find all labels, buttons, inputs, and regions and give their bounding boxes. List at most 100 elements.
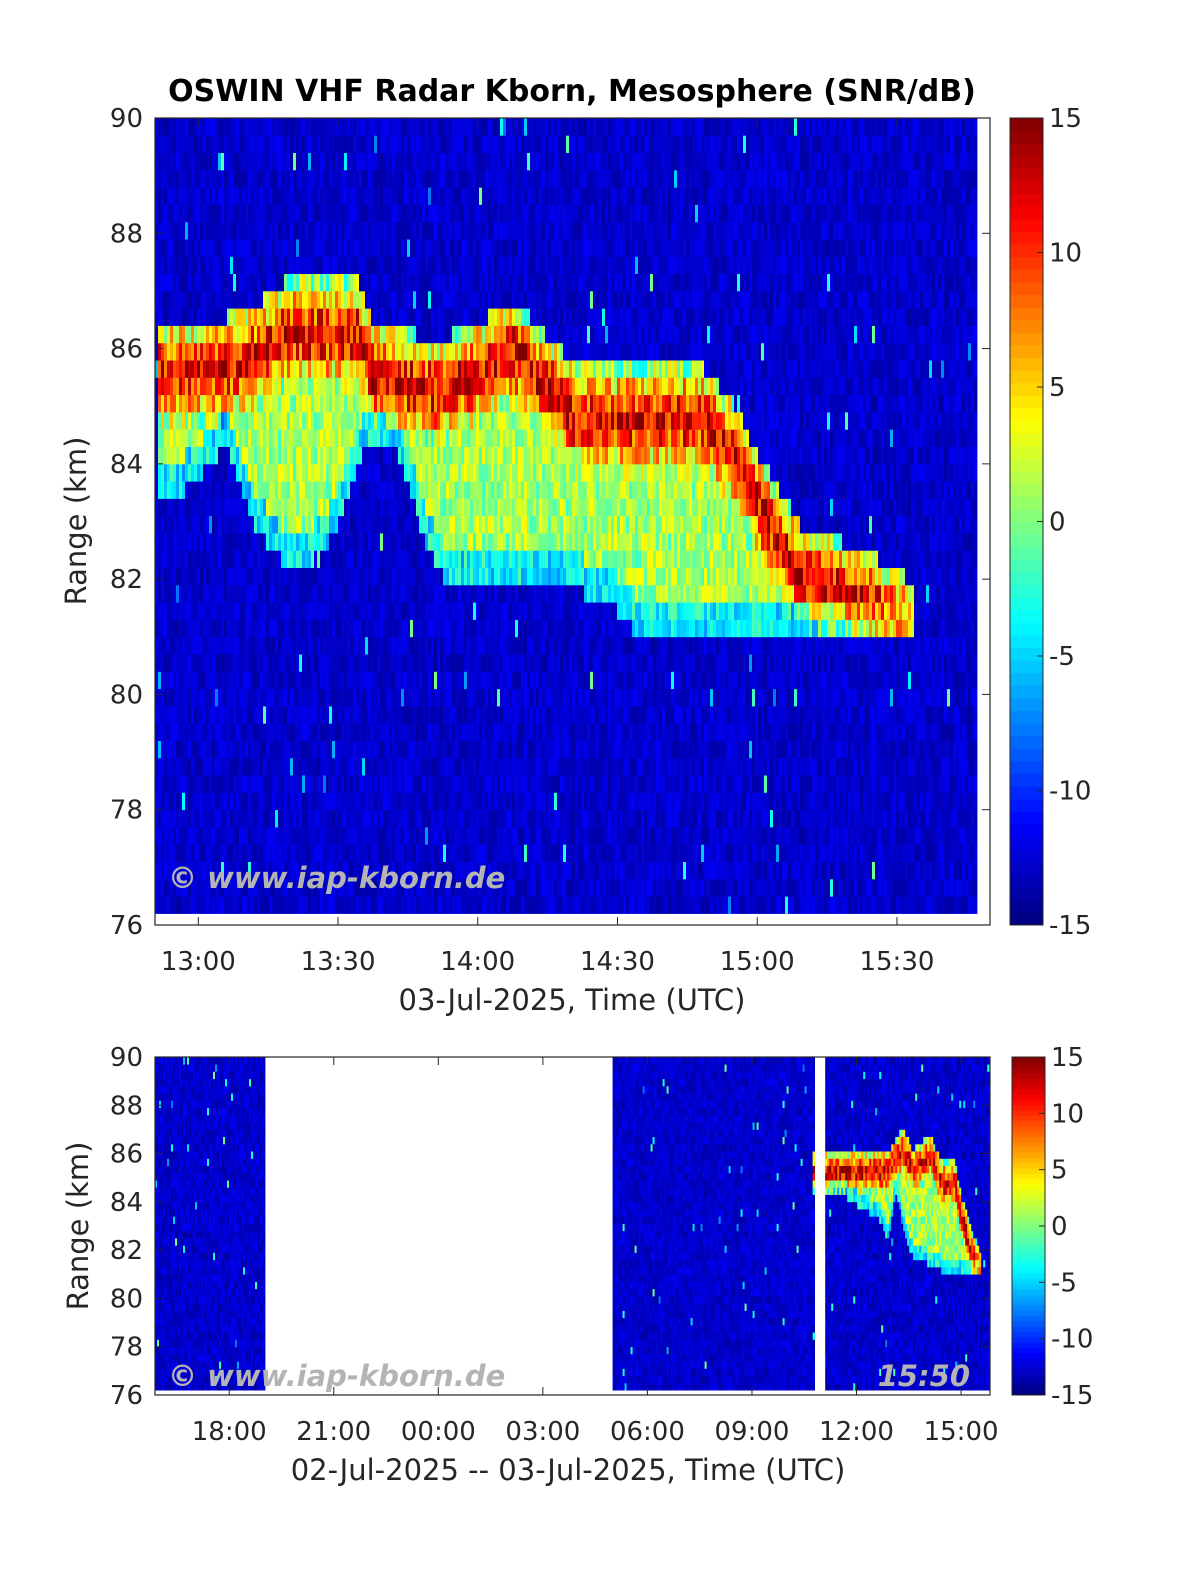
heatmap-cell bbox=[308, 498, 312, 517]
heatmap-cell bbox=[455, 463, 459, 482]
heatmap-cell bbox=[368, 827, 372, 845]
heatmap-cell bbox=[371, 239, 375, 257]
heatmap-cell bbox=[164, 152, 168, 171]
heatmap-cell bbox=[428, 325, 432, 344]
heatmap-cell bbox=[245, 256, 249, 274]
heatmap-cell bbox=[410, 723, 414, 741]
heatmap-cell bbox=[359, 602, 363, 620]
heatmap-cell bbox=[299, 706, 303, 724]
heatmap-cell bbox=[464, 412, 468, 430]
heatmap-cell bbox=[407, 706, 411, 724]
heatmap-cell bbox=[263, 152, 267, 171]
heatmap-cell bbox=[371, 602, 375, 620]
heatmap-cell bbox=[404, 342, 408, 361]
heatmap-cell bbox=[323, 152, 327, 171]
heatmap-cell bbox=[431, 325, 435, 344]
heatmap-cell bbox=[347, 429, 351, 447]
heatmap-cell bbox=[251, 273, 255, 292]
heatmap-cell bbox=[353, 481, 357, 499]
heatmap-cell bbox=[224, 878, 228, 897]
heatmap-cell bbox=[293, 740, 297, 759]
heatmap-cell bbox=[407, 533, 411, 551]
heatmap-cell bbox=[293, 533, 297, 551]
heatmap-cell bbox=[455, 602, 459, 620]
heatmap-cell bbox=[317, 118, 321, 136]
heatmap-cell bbox=[224, 827, 228, 845]
heatmap-cell bbox=[158, 636, 162, 655]
heatmap-cell bbox=[227, 515, 231, 534]
heatmap-cell bbox=[428, 187, 432, 205]
heatmap-cell bbox=[461, 187, 465, 205]
heatmap-cell bbox=[392, 619, 396, 638]
heatmap-cell bbox=[269, 896, 273, 914]
heatmap-cell bbox=[185, 446, 189, 465]
heatmap-cell bbox=[176, 757, 180, 776]
heatmap-cell bbox=[404, 256, 408, 274]
heatmap-cell bbox=[215, 221, 219, 240]
heatmap-cell bbox=[197, 204, 201, 223]
heatmap-cell bbox=[407, 498, 411, 517]
heatmap-cell bbox=[449, 221, 453, 240]
heatmap-cell bbox=[458, 360, 462, 378]
heatmap-cell bbox=[248, 463, 252, 482]
heatmap-cell bbox=[275, 809, 279, 828]
heatmap-cell bbox=[398, 584, 402, 603]
heatmap-cell bbox=[176, 896, 180, 914]
heatmap-cell bbox=[206, 169, 210, 188]
heatmap-cell bbox=[317, 221, 321, 240]
heatmap-cell bbox=[428, 204, 432, 223]
heatmap-cell bbox=[437, 740, 441, 759]
heatmap-cell bbox=[161, 169, 165, 188]
heatmap-cell bbox=[272, 844, 276, 862]
heatmap-cell bbox=[386, 152, 390, 171]
heatmap-cell bbox=[221, 308, 225, 326]
heatmap-cell bbox=[242, 204, 246, 223]
heatmap-cell bbox=[374, 775, 378, 793]
heatmap-cell bbox=[182, 152, 186, 171]
heatmap-cell bbox=[311, 740, 315, 759]
heatmap-cell bbox=[431, 256, 435, 274]
heatmap-cell bbox=[212, 463, 216, 482]
heatmap-cell bbox=[224, 792, 228, 811]
heatmap-cell bbox=[242, 290, 246, 309]
heatmap-cell bbox=[197, 325, 201, 344]
heatmap-cell bbox=[371, 290, 375, 309]
heatmap-cell bbox=[227, 412, 231, 430]
heatmap-cell bbox=[221, 878, 225, 897]
heatmap-cell bbox=[263, 688, 267, 707]
heatmap-cell bbox=[260, 896, 264, 914]
heatmap-cell bbox=[305, 861, 309, 880]
heatmap-cell bbox=[404, 775, 408, 793]
heatmap-cell bbox=[326, 135, 330, 153]
heatmap-cell bbox=[233, 169, 237, 188]
heatmap-cell bbox=[458, 290, 462, 309]
heatmap-cell bbox=[455, 706, 459, 724]
heatmap-cell bbox=[155, 256, 159, 274]
heatmap-cell bbox=[293, 481, 297, 499]
heatmap-cell bbox=[266, 118, 270, 136]
heatmap-cell bbox=[440, 152, 444, 171]
heatmap-cell bbox=[185, 844, 189, 862]
heatmap-cell bbox=[302, 567, 306, 586]
heatmap-cell bbox=[311, 239, 315, 257]
heatmap-cell bbox=[203, 412, 207, 430]
heatmap-cell bbox=[188, 533, 192, 551]
heatmap-cell bbox=[371, 325, 375, 344]
heatmap-cell bbox=[257, 757, 261, 776]
heatmap-cell bbox=[311, 187, 315, 205]
heatmap-cell bbox=[203, 827, 207, 845]
heatmap-cell bbox=[320, 342, 324, 361]
heatmap-cell bbox=[164, 827, 168, 845]
heatmap-cell bbox=[374, 429, 378, 447]
heatmap-cell bbox=[299, 169, 303, 188]
heatmap-cell bbox=[296, 757, 300, 776]
heatmap-cell bbox=[191, 204, 195, 223]
heatmap-cell bbox=[170, 290, 174, 309]
heatmap-cell bbox=[356, 533, 360, 551]
heatmap-cell bbox=[365, 740, 369, 759]
heatmap-cell bbox=[155, 654, 159, 672]
heatmap-cell bbox=[176, 550, 180, 568]
heatmap-cell bbox=[383, 152, 387, 171]
heatmap-cell bbox=[308, 118, 312, 136]
heatmap-cell bbox=[416, 325, 420, 344]
